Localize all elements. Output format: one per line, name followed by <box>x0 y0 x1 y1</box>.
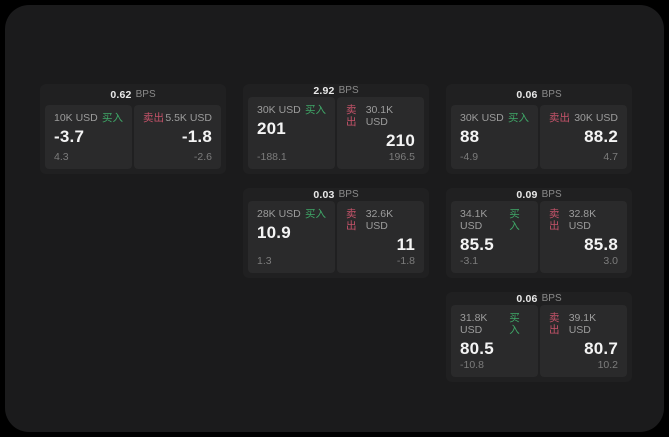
quote-body: 28K USD 买入 10.9 1.3 卖出 32.6K USD 11 -1.8 <box>243 201 429 278</box>
buy-delta: -10.8 <box>460 359 484 371</box>
spread-unit: BPS <box>338 85 359 96</box>
sell-panel[interactable]: 卖出 30.1K USD 210 196.5 <box>337 97 424 169</box>
buy-delta: 4.3 <box>54 151 69 163</box>
buy-side-label: 买入 <box>305 104 326 116</box>
spread-unit: BPS <box>135 89 156 100</box>
quote-card: 0.62 BPS 10K USD 买入 -3.7 4.3 卖出 5.5K USD <box>40 84 226 174</box>
buy-price: 85.5 <box>460 235 494 254</box>
buy-amount: 34.1K USD <box>460 208 488 232</box>
buy-side-label: 买入 <box>509 208 520 232</box>
buy-delta: -188.1 <box>257 151 287 163</box>
buy-price: 80.5 <box>460 339 494 358</box>
buy-panel[interactable]: 31.8K USD 买入 80.5 -10.8 <box>451 305 538 377</box>
sell-amount: 30K USD <box>574 112 618 124</box>
sell-side-label: 卖出 <box>549 112 570 124</box>
spread-header: 2.92 BPS <box>243 84 429 97</box>
sell-amount: 30.1K USD <box>365 104 394 128</box>
spread-unit: BPS <box>541 189 562 200</box>
spread-header: 0.06 BPS <box>446 84 632 105</box>
sell-delta: 10.2 <box>597 359 618 371</box>
buy-panel[interactable]: 10K USD 买入 -3.7 4.3 <box>45 105 132 169</box>
quote-body: 31.8K USD 买入 80.5 -10.8 卖出 39.1K USD 80.… <box>446 305 632 382</box>
buy-panel[interactable]: 28K USD 买入 10.9 1.3 <box>248 201 335 273</box>
sell-amount: 5.5K USD <box>165 112 212 124</box>
spread-value: 0.62 <box>110 88 132 101</box>
buy-amount: 30K USD <box>460 112 504 124</box>
quote-card: 0.03 BPS 28K USD 买入 10.9 1.3 卖出 32.6K US… <box>243 188 429 278</box>
quote-body: 30K USD 买入 88 -4.9 卖出 30K USD 88.2 4.7 <box>446 105 632 174</box>
app-window: 0.62 BPS 10K USD 买入 -3.7 4.3 卖出 5.5K USD <box>5 5 664 432</box>
buy-delta: 1.3 <box>257 255 272 267</box>
sell-panel[interactable]: 卖出 39.1K USD 80.7 10.2 <box>540 305 627 377</box>
sell-price: 80.7 <box>584 339 618 358</box>
sell-side-label: 卖出 <box>346 208 357 232</box>
buy-panel[interactable]: 30K USD 买入 88 -4.9 <box>451 105 538 169</box>
sell-side-label: 卖出 <box>143 112 164 124</box>
sell-panel[interactable]: 卖出 32.8K USD 85.8 3.0 <box>540 201 627 273</box>
sell-panel[interactable]: 卖出 5.5K USD -1.8 -2.6 <box>134 105 221 169</box>
buy-amount: 10K USD <box>54 112 98 124</box>
sell-amount: 32.8K USD <box>568 208 597 232</box>
quote-body: 34.1K USD 买入 85.5 -3.1 卖出 32.8K USD 85.8… <box>446 201 632 278</box>
spread-value: 0.06 <box>516 88 538 101</box>
buy-side-label: 买入 <box>509 312 520 336</box>
sell-amount: 39.1K USD <box>568 312 597 336</box>
spread-value: 0.09 <box>516 188 538 201</box>
buy-price: 201 <box>257 119 286 138</box>
sell-price: 11 <box>396 235 415 254</box>
sell-panel[interactable]: 卖出 30K USD 88.2 4.7 <box>540 105 627 169</box>
spread-value: 0.03 <box>313 188 335 201</box>
quote-card: 0.09 BPS 34.1K USD 买入 85.5 -3.1 卖出 32.8K… <box>446 188 632 278</box>
sell-amount: 32.6K USD <box>365 208 394 232</box>
quote-card: 2.92 BPS 30K USD 买入 201 -188.1 卖出 30.1K … <box>243 84 429 174</box>
sell-delta: -2.6 <box>193 151 212 163</box>
sell-delta: 196.5 <box>388 151 415 163</box>
buy-amount: 28K USD <box>257 208 301 220</box>
buy-price: 88 <box>460 127 480 146</box>
spread-header: 0.03 BPS <box>243 188 429 201</box>
buy-side-label: 买入 <box>508 112 529 124</box>
quote-card: 0.06 BPS 31.8K USD 买入 80.5 -10.8 卖出 39.1… <box>446 292 632 382</box>
buy-price: -3.7 <box>54 127 85 146</box>
sell-delta: -1.8 <box>396 255 415 267</box>
buy-amount: 31.8K USD <box>460 312 488 336</box>
spread-value: 0.06 <box>516 292 538 305</box>
buy-side-label: 买入 <box>102 112 123 124</box>
buy-delta: -3.1 <box>460 255 479 267</box>
quote-body: 10K USD 买入 -3.7 4.3 卖出 5.5K USD -1.8 -2.… <box>40 105 226 174</box>
buy-panel[interactable]: 34.1K USD 买入 85.5 -3.1 <box>451 201 538 273</box>
buy-price: 10.9 <box>257 223 291 242</box>
spread-unit: BPS <box>338 189 359 200</box>
sell-price: 210 <box>386 131 415 150</box>
sell-price: 88.2 <box>584 127 618 146</box>
spread-header: 0.62 BPS <box>40 84 226 105</box>
quote-card: 0.06 BPS 30K USD 买入 88 -4.9 卖出 30K USD <box>446 84 632 174</box>
sell-side-label: 卖出 <box>549 312 560 336</box>
quote-body: 30K USD 买入 201 -188.1 卖出 30.1K USD 210 1… <box>243 97 429 174</box>
buy-panel[interactable]: 30K USD 买入 201 -188.1 <box>248 97 335 169</box>
buy-delta: -4.9 <box>460 151 479 163</box>
spread-value: 2.92 <box>313 84 335 97</box>
sell-price: 85.8 <box>584 235 618 254</box>
buy-side-label: 买入 <box>305 208 326 220</box>
sell-panel[interactable]: 卖出 32.6K USD 11 -1.8 <box>337 201 424 273</box>
buy-amount: 30K USD <box>257 104 301 116</box>
spread-header: 0.09 BPS <box>446 188 632 201</box>
sell-side-label: 卖出 <box>549 208 560 232</box>
spread-unit: BPS <box>541 293 562 304</box>
spread-unit: BPS <box>541 89 562 100</box>
sell-price: -1.8 <box>181 127 212 146</box>
quote-card-grid: 0.62 BPS 10K USD 买入 -3.7 4.3 卖出 5.5K USD <box>40 84 632 382</box>
sell-delta: 4.7 <box>603 151 618 163</box>
sell-side-label: 卖出 <box>346 104 357 128</box>
sell-delta: 3.0 <box>603 255 618 267</box>
spread-header: 0.06 BPS <box>446 292 632 305</box>
